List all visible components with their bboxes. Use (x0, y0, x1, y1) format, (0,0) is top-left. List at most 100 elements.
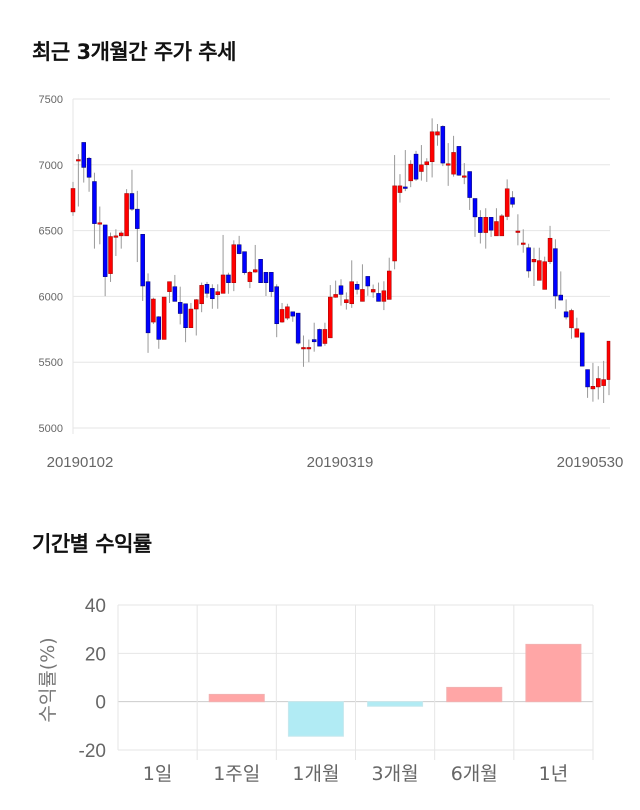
candle-body (81, 142, 86, 168)
candle-body (419, 164, 424, 172)
y-tick-label: 5000 (39, 423, 63, 435)
candle (188, 302, 194, 328)
candle-body (118, 232, 124, 237)
candle (236, 235, 242, 255)
candle-body (333, 294, 338, 298)
candle-body (344, 299, 349, 303)
bar-grid (117, 604, 594, 760)
candle-body (360, 289, 365, 302)
candle (397, 174, 403, 203)
candle-body (520, 242, 526, 245)
y-tick-label: 0 (95, 693, 106, 714)
candle-body (397, 185, 403, 193)
candle-body (295, 312, 301, 344)
candle (290, 311, 296, 322)
candle (590, 362, 596, 402)
candle-body (210, 288, 215, 300)
period-return-title: 기간별 수익률 (32, 532, 152, 556)
candle-x-ticks: 20190102 20190319 20190530 (47, 454, 624, 471)
candle-body (440, 126, 446, 164)
candle (328, 285, 333, 339)
candle-body (386, 270, 392, 300)
candle (403, 150, 408, 192)
candle-body (451, 152, 456, 175)
candle-body (70, 188, 76, 213)
candle-body (220, 274, 226, 294)
candle-body (328, 296, 333, 339)
candle (333, 280, 338, 298)
candle-body (311, 339, 317, 343)
candle-body (269, 272, 274, 292)
candle-body (92, 181, 97, 224)
candle (370, 284, 376, 298)
x-tick-label: 6개월 (451, 763, 498, 785)
candle-body (429, 131, 435, 163)
y-tick-label: 6000 (39, 291, 63, 303)
candle-body (413, 153, 419, 180)
candle (563, 299, 569, 320)
candle (537, 247, 542, 281)
candle (596, 366, 601, 400)
candle (322, 322, 328, 346)
x-tick-label: 1년 (539, 763, 569, 785)
candle-body (392, 185, 397, 262)
candle-body (177, 302, 183, 314)
candle (118, 231, 124, 249)
candle (194, 299, 199, 336)
candle (338, 279, 344, 306)
candle (113, 229, 119, 256)
y-tick-label: 7500 (39, 94, 63, 106)
candle-body (585, 369, 590, 388)
candle-body (488, 217, 494, 231)
candle-body (113, 235, 119, 238)
candle (392, 155, 397, 270)
bar-y-ticks: 40 20 0 -20 (79, 596, 106, 762)
candle (252, 244, 258, 273)
candle-body (349, 281, 354, 305)
candle (81, 142, 86, 183)
candle-body (226, 274, 231, 283)
x-tick-label: 1개월 (292, 763, 339, 785)
candle (445, 143, 451, 186)
candle-body (145, 281, 151, 334)
y-tick-label: 20 (85, 644, 106, 665)
candle (542, 256, 547, 290)
candle (365, 276, 371, 296)
candle-body (135, 208, 140, 229)
candle (424, 158, 430, 182)
candle (504, 179, 510, 221)
candle-body (167, 281, 172, 292)
candle-body (515, 230, 521, 233)
candle (242, 251, 247, 275)
y-tick-label: 40 (85, 596, 106, 617)
price-trend-title: 최근 3개월간 주가 추세 (32, 40, 236, 64)
y-tick-label: 5500 (39, 357, 63, 369)
candle (349, 260, 354, 308)
candle (451, 135, 456, 177)
candle (285, 303, 290, 321)
candle-body (445, 163, 451, 166)
candle (86, 156, 92, 192)
x-tick-label: 3개월 (372, 763, 419, 785)
bar (446, 686, 503, 703)
candle-body (215, 291, 220, 295)
candle-body (129, 193, 135, 210)
candle (483, 208, 488, 249)
candle-body (558, 294, 564, 301)
candle-body (263, 272, 269, 283)
candle-body (290, 311, 296, 317)
candle (553, 239, 558, 309)
candle-body (531, 259, 537, 263)
candle-body (526, 247, 531, 272)
candle (574, 317, 580, 338)
candle (108, 232, 113, 282)
candle (274, 284, 279, 338)
candle-body (161, 296, 167, 340)
candle (435, 124, 440, 146)
candle (520, 229, 526, 253)
candle (135, 190, 140, 263)
candle (269, 272, 274, 298)
candle-body (467, 171, 472, 198)
candle (515, 214, 521, 246)
candle (124, 189, 129, 237)
